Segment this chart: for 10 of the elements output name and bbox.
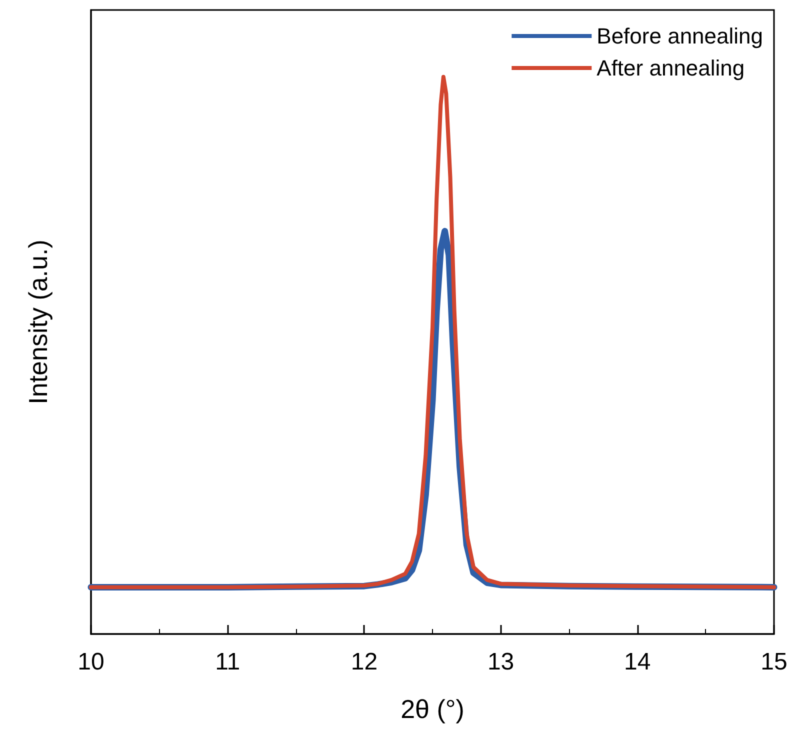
x-tick-label: 15 <box>760 648 788 676</box>
x-tick-label: 14 <box>624 648 651 676</box>
x-tick-label: 12 <box>350 648 378 676</box>
x-tick-label: 10 <box>78 648 104 676</box>
legend-label: Before annealing <box>596 24 764 48</box>
legend-label: After annealing <box>596 56 745 80</box>
x-axis-title: 2θ (°) <box>400 694 464 724</box>
x-tick-label: 11 <box>215 648 240 676</box>
y-axis-title: Intensity (a.u.) <box>23 240 53 404</box>
x-tick-label: 13 <box>487 648 514 676</box>
